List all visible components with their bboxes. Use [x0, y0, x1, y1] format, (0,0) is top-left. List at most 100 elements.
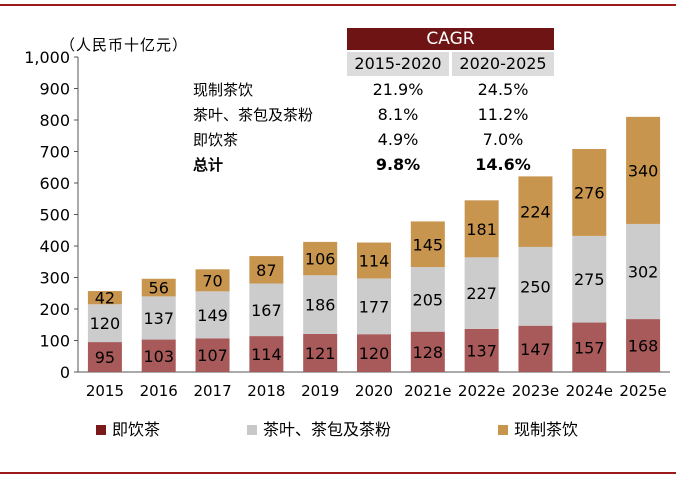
legend-swatch-rtd-tea — [96, 424, 106, 435]
data-label: 128 — [413, 343, 444, 362]
data-label: 177 — [359, 297, 390, 316]
y-tick-label: 800 — [39, 111, 70, 130]
cagr-row-label-total: 总计 — [193, 156, 224, 174]
legend-item-fresh-tea: 现制茶饮 — [498, 420, 578, 440]
y-tick-label: 600 — [39, 174, 70, 193]
data-label: 137 — [466, 341, 497, 360]
cagr-row-tea-leaf-v1: 8.1% — [377, 105, 419, 124]
x-tick-label: 2018 — [247, 382, 285, 400]
data-label: 145 — [413, 235, 444, 254]
cagr-row-tea-leaf-v2: 11.2% — [477, 105, 529, 124]
cagr-row-label-tea-leaf: 茶叶、茶包及茶粉 — [193, 106, 314, 124]
data-label: 224 — [520, 203, 551, 222]
data-label: 114 — [359, 251, 390, 270]
bar-segment-3 — [87, 291, 122, 305]
legend-swatch-fresh-tea — [498, 424, 508, 435]
x-tick-label: 2022e — [458, 382, 505, 400]
y-tick-label: 0 — [60, 363, 70, 382]
legend-item-tea-leaf: 茶叶、茶包及茶粉 — [247, 420, 391, 440]
bar-segment-2 — [141, 296, 176, 340]
bar-segment-2 — [303, 275, 338, 334]
y-tick-label: 200 — [39, 300, 70, 319]
y-tick-label: 500 — [39, 206, 70, 225]
y-tick-label: 1,000 — [24, 48, 70, 67]
data-label: 149 — [197, 306, 228, 325]
bar-segment-2 — [249, 283, 284, 337]
data-label: 157 — [574, 338, 605, 357]
bar-segment-3 — [249, 256, 284, 284]
bar-segment-3 — [303, 241, 338, 276]
data-label: 95 — [95, 348, 115, 367]
bar-segment-1 — [141, 339, 176, 372]
legend-label-tea-leaf: 茶叶、茶包及茶粉 — [263, 420, 392, 439]
data-label: 205 — [413, 290, 444, 309]
data-label: 87 — [256, 261, 276, 280]
bar-segment-3 — [626, 116, 661, 224]
bar-segment-2 — [410, 267, 445, 332]
data-label: 302 — [628, 263, 659, 282]
bar-segment-1 — [87, 342, 122, 372]
bar-segment-1 — [626, 319, 661, 372]
data-label: 107 — [197, 346, 228, 365]
x-tick-label: 2019 — [301, 382, 339, 400]
bar-segment-2 — [87, 304, 122, 343]
data-label: 121 — [305, 344, 336, 363]
cagr-row-label-fresh-tea: 现制茶饮 — [193, 81, 254, 99]
data-label: 120 — [90, 314, 121, 333]
cagr-row-fresh-tea-v1: 21.9% — [372, 80, 424, 99]
cagr-row-rtd-tea-v2: 7.0% — [482, 130, 524, 149]
legend-label-rtd-tea: 即饮茶 — [112, 420, 161, 439]
legend-swatch-tea-leaf — [247, 424, 257, 435]
bar-segment-1 — [572, 322, 607, 372]
bar-segment-3 — [518, 176, 553, 247]
x-tick-label: 2017 — [193, 382, 231, 400]
data-label: 167 — [251, 301, 282, 320]
data-label: 137 — [143, 309, 174, 328]
data-label: 250 — [520, 277, 551, 296]
cagr-period-1: 2015-2020 — [347, 52, 449, 76]
bar-segment-3 — [357, 242, 391, 279]
bar-segment-1 — [303, 333, 338, 372]
bar-segment-1 — [464, 328, 499, 372]
y-tick-label: 300 — [39, 269, 70, 288]
bar-segment-1 — [410, 331, 445, 372]
cagr-row-total-v2: 14.6% — [475, 155, 531, 174]
bar-segment-3 — [195, 269, 230, 292]
x-tick-label: 2020 — [355, 382, 393, 400]
top-border — [0, 4, 676, 6]
bar-segment-1 — [195, 338, 230, 372]
bar-segment-3 — [141, 278, 176, 297]
legend-item-rtd-tea: 即饮茶 — [96, 420, 160, 440]
y-tick-label: 400 — [39, 237, 70, 256]
x-tick-label: 2023e — [512, 382, 559, 400]
data-label: 42 — [95, 289, 115, 308]
cagr-row-total-v1: 9.8% — [375, 155, 421, 174]
data-label: 70 — [202, 271, 222, 290]
cagr-row-fresh-tea-v2: 24.5% — [477, 80, 529, 99]
data-label: 168 — [628, 337, 659, 356]
data-label: 114 — [251, 345, 282, 364]
data-label: 106 — [305, 250, 336, 269]
bar-segment-1 — [357, 334, 391, 372]
x-tick-label: 2024e — [566, 382, 613, 400]
data-label: 56 — [149, 279, 169, 298]
bar-segment-2 — [195, 291, 230, 339]
bar-segment-1 — [518, 325, 553, 372]
bar-segment-3 — [464, 200, 499, 258]
x-tick-label: 2025e — [619, 382, 666, 400]
data-label: 186 — [305, 296, 336, 315]
data-label: 147 — [520, 340, 551, 359]
bar-segment-2 — [626, 223, 661, 320]
y-tick-label: 100 — [39, 332, 70, 351]
data-label: 276 — [574, 183, 605, 202]
bar-segment-2 — [518, 246, 553, 326]
bar-segment-1 — [249, 336, 284, 372]
data-label: 103 — [143, 347, 174, 366]
bottom-border — [0, 472, 676, 474]
y-tick-label: 700 — [39, 143, 70, 162]
cagr-row-label-rtd-tea: 即饮茶 — [193, 131, 239, 149]
data-label: 275 — [574, 270, 605, 289]
bar-segment-3 — [410, 221, 445, 268]
x-tick-label: 2021e — [404, 382, 451, 400]
